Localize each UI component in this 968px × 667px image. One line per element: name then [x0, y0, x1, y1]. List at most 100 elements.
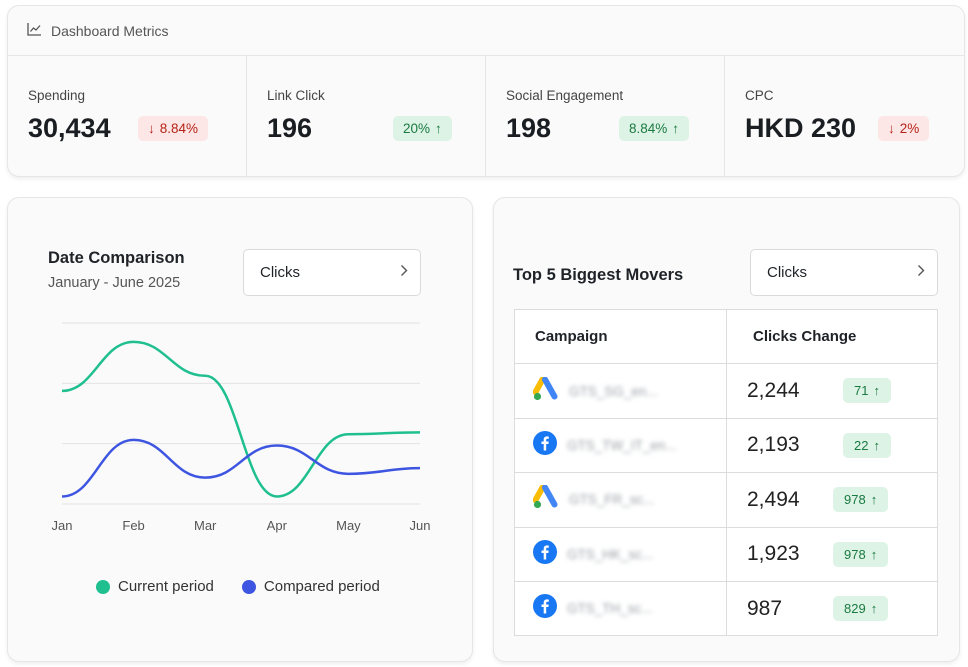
metric-label: Social Engagement	[506, 88, 624, 103]
clicks-value: 2,193	[747, 433, 800, 457]
metric-select[interactable]: Clicks	[243, 249, 421, 296]
select-value: Clicks	[767, 264, 807, 281]
metric-value: 196	[267, 113, 313, 143]
google-ads-icon	[532, 376, 559, 406]
table-row[interactable]: GTS_FR_sc... 2,494 978 ↑	[514, 472, 938, 528]
campaign-cell: GTS_SG_en...	[514, 363, 727, 419]
change-badge: 22 ↑	[843, 432, 891, 458]
metric-cpc: CPC HKD 230 ↓ 2%	[725, 56, 964, 177]
metric-label: Spending	[28, 88, 86, 103]
table-row[interactable]: GTS_TW_IT_en... 2,193 22 ↑	[514, 417, 938, 474]
clicks-change-cell: 987 829 ↑	[726, 580, 938, 637]
metric-label: CPC	[745, 88, 774, 103]
arrow-up-icon: ↑	[672, 121, 680, 136]
dashboard-metrics-card: Dashboard Metrics Spending 30,434 ↓ 8.84…	[7, 5, 965, 177]
chart-title: Date Comparison	[48, 249, 185, 267]
legend-dot-current	[96, 579, 110, 594]
chart-subtitle: January - June 2025	[48, 275, 181, 291]
campaign-cell: GTS_TH_sc...	[514, 580, 727, 637]
clicks-change-cell: 2,193 22 ↑	[726, 417, 938, 474]
change-value: 2%	[899, 121, 920, 136]
arrow-up-icon: ↑	[870, 546, 878, 562]
facebook-icon	[533, 430, 557, 460]
arrow-up-icon: ↑	[873, 383, 880, 399]
x-tick-label: Mar	[194, 518, 217, 533]
metrics-header: Dashboard Metrics	[8, 6, 964, 56]
movers-title: Top 5 Biggest Movers	[513, 266, 684, 284]
facebook-icon	[533, 594, 557, 623]
clicks-change-cell: 2,494 978 ↑	[726, 472, 938, 528]
column-header-clicks-change: Clicks Change	[726, 308, 938, 365]
column-header-campaign: Campaign	[514, 308, 727, 365]
legend-label: Current period	[118, 578, 214, 595]
change-value: 978	[844, 492, 866, 508]
clicks-change-cell: 2,244 71 ↑	[726, 363, 938, 419]
table-row[interactable]: GTS_HK_sc... 1,923 978 ↑	[514, 526, 938, 582]
metric-social-engagement: Social Engagement 198 8.84% ↑	[486, 56, 725, 177]
table-row[interactable]: GTS_TH_sc... 987 829 ↑	[514, 580, 938, 637]
line-chart-icon	[27, 22, 42, 39]
table-row[interactable]: GTS_SG_en... 2,244 71 ↑	[514, 363, 938, 419]
arrow-down-icon: ↓	[888, 121, 895, 136]
clicks-value: 987	[747, 596, 783, 620]
change-badge: 8.84% ↑	[619, 116, 690, 141]
metric-value: HKD 230	[745, 113, 857, 143]
change-value: 8.84%	[159, 121, 199, 136]
facebook-icon	[533, 539, 557, 569]
movers-metric-select[interactable]: Clicks	[750, 249, 938, 296]
movers-table: Campaign Clicks Change GTS_SG_en... 2,244…	[514, 308, 938, 637]
change-badge: 978 ↑	[833, 541, 889, 567]
campaign-cell: GTS_FR_sc...	[514, 472, 727, 528]
change-value: 829	[844, 600, 866, 616]
arrow-down-icon: ↓	[148, 121, 155, 136]
campaign-name: GTS_TW_IT_en...	[567, 437, 677, 453]
clicks-change-cell: 1,923 978 ↑	[726, 526, 938, 582]
metric-value: 198	[506, 113, 552, 143]
change-badge: ↓ 2%	[878, 116, 930, 141]
chart-legend: Current period Compared period	[96, 578, 380, 595]
x-tick-label: Apr	[267, 518, 288, 533]
change-value: 71	[854, 383, 869, 399]
chevron-right-icon	[400, 264, 408, 281]
top-movers-card: Top 5 Biggest Movers Clicks Campaign Cli…	[493, 197, 960, 662]
metrics-title: Dashboard Metrics	[51, 22, 169, 39]
campaign-name: GTS_SG_en...	[569, 383, 658, 399]
change-value: 20%	[403, 121, 431, 136]
metric-spending: Spending 30,434 ↓ 8.84%	[8, 56, 247, 177]
google-ads-icon	[532, 484, 559, 514]
x-tick-label: Feb	[122, 518, 144, 533]
series-line-current	[61, 340, 421, 498]
metric-value: 30,434	[28, 113, 111, 143]
change-badge: 20% ↑	[393, 116, 452, 141]
clicks-value: 2,244	[747, 379, 800, 403]
arrow-up-icon: ↑	[870, 492, 878, 508]
campaign-name: GTS_TH_sc...	[567, 601, 653, 617]
change-value: 22	[854, 437, 869, 453]
change-badge: ↓ 8.84%	[138, 116, 209, 141]
change-value: 978	[844, 546, 866, 562]
change-badge: 829 ↑	[833, 595, 889, 621]
x-tick-label: Jun	[410, 518, 431, 533]
change-badge: 71 ↑	[843, 378, 891, 404]
campaign-cell: GTS_TW_IT_en...	[514, 417, 727, 474]
table-header-row: Campaign Clicks Change	[514, 308, 938, 365]
change-badge: 978 ↑	[833, 487, 889, 513]
legend-label: Compared period	[263, 578, 380, 595]
select-value: Clicks	[260, 264, 300, 281]
arrow-up-icon: ↑	[873, 437, 880, 453]
series-line-compared	[61, 438, 421, 498]
campaign-name: GTS_FR_sc...	[569, 492, 655, 508]
legend-current: Current period	[96, 578, 214, 595]
campaign-cell: GTS_HK_sc...	[514, 526, 727, 582]
chevron-right-icon	[917, 264, 925, 281]
date-comparison-card: Date Comparison January - June 2025 Clic…	[7, 197, 473, 662]
arrow-up-icon: ↑	[435, 121, 442, 136]
campaign-name: GTS_HK_sc...	[567, 546, 654, 562]
x-tick-label: May	[336, 518, 361, 533]
change-value: 8.84%	[629, 121, 668, 136]
legend-dot-compared	[241, 579, 256, 594]
legend-compared: Compared period	[241, 578, 380, 595]
metric-link-click: Link Click 196 20% ↑	[247, 56, 486, 177]
line-chart: Jan Feb Mar Apr May Jun	[52, 322, 431, 533]
arrow-up-icon: ↑	[870, 600, 878, 616]
